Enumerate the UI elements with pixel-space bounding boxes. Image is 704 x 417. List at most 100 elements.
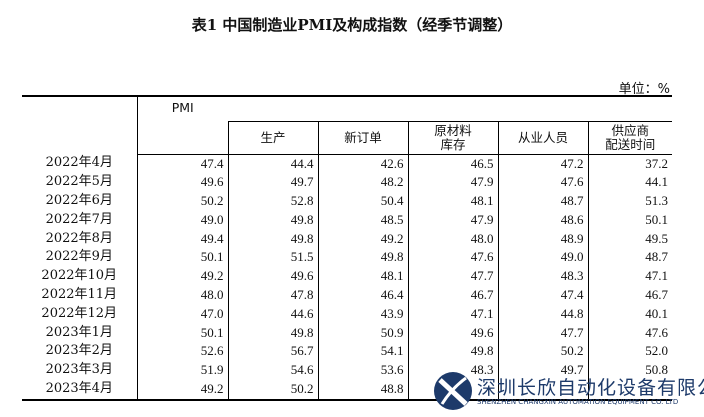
- cell-value: 49.2: [317, 229, 408, 249]
- table-row: 2022年9月 50.1 51.5 49.8 47.6 49.0 48.7: [22, 248, 672, 268]
- cell-value: 49.4: [136, 229, 228, 249]
- cell-value: 47.6: [407, 248, 498, 268]
- cell-value: 46.7: [407, 286, 498, 305]
- cell-value: 47.9: [407, 173, 498, 193]
- pmi-table: PMI 生产 新订单 原材料 库存 从业人员 供应商 配送时间 2022年4月 47.…: [22, 95, 672, 401]
- table-row: 2022年11月 48.0 47.8 46.4 46.7 47.4 46.7: [22, 286, 672, 305]
- cell-value: 47.6: [497, 173, 588, 193]
- row-month: 2022年12月: [41, 305, 118, 321]
- cell-value: 47.7: [407, 267, 498, 287]
- cell-value: 49.2: [136, 267, 228, 287]
- cell-value: 53.6: [317, 361, 408, 381]
- cell-value: 47.8: [227, 286, 318, 305]
- cell-value: 47.2: [497, 154, 588, 174]
- cell-value: 52.6: [136, 342, 228, 362]
- row-month: 2022年6月: [45, 193, 113, 209]
- cell-value: 50.1: [587, 210, 672, 230]
- cell-value: 47.7: [497, 323, 588, 343]
- cell-value: 47.4: [136, 154, 228, 174]
- cell-value: 48.0: [136, 286, 228, 305]
- cell-value: 44.8: [497, 304, 588, 324]
- company-name-en: SHENZHEN CHANGXIN AUTOMATION EQUIPMENT C…: [477, 398, 679, 406]
- cell-value: 40.1: [587, 304, 672, 324]
- cell-value: 50.9: [317, 323, 408, 343]
- cell-value: 49.8: [317, 248, 408, 268]
- cell-value: 50.2: [227, 380, 318, 400]
- row-month: 2022年8月: [45, 230, 113, 246]
- cell-value: 49.7: [227, 173, 318, 193]
- cell-value: 49.6: [407, 323, 498, 343]
- row-month: 2023年1月: [45, 324, 113, 340]
- header-production: 生产: [227, 120, 318, 155]
- cell-value: 49.6: [136, 173, 228, 193]
- cell-value: 46.5: [407, 154, 498, 174]
- cell-value: 51.3: [587, 192, 672, 211]
- cell-value: 56.7: [227, 342, 318, 362]
- table-title: 表1 中国制造业PMI及构成指数（经季节调整）: [191, 16, 513, 34]
- cell-value: 54.6: [227, 361, 318, 381]
- company-watermark: 深圳长欣自动化设备有限公司 SHENZHEN CHANGXIN AUTOMATI…: [432, 370, 704, 412]
- cell-value: 44.1: [587, 173, 672, 193]
- row-month: 2023年2月: [45, 343, 113, 359]
- cell-value: 42.6: [317, 154, 408, 174]
- cell-value: 48.6: [497, 210, 588, 230]
- cell-value: 50.8: [587, 361, 672, 381]
- header-new-orders: 新订单: [317, 120, 408, 155]
- row-month: 2022年10月: [41, 268, 118, 284]
- table-row: 2023年4月 49.2 50.2 48.8: [22, 380, 672, 400]
- header-supplier-delivery: 供应商 配送时间: [587, 120, 672, 155]
- cell-value: 49.8: [227, 229, 318, 249]
- cell-value: 54.1: [317, 342, 408, 362]
- cell-value: [587, 380, 672, 400]
- cell-value: 47.9: [407, 210, 498, 230]
- table-row: 2022年4月 47.4 44.4 42.6 46.5 47.2 37.2: [22, 154, 672, 174]
- cell-value: 48.3: [407, 361, 498, 381]
- unit-label: 单位：%: [618, 82, 670, 97]
- cell-value: 37.2: [587, 154, 672, 174]
- cell-value: 51.9: [136, 361, 228, 381]
- table-row: 2022年7月 49.0 49.8 48.5 47.9 48.6 50.1: [22, 210, 672, 230]
- cell-value: 51.5: [227, 248, 318, 268]
- row-month: 2023年3月: [45, 362, 113, 378]
- cell-value: 49.5: [587, 229, 672, 249]
- row-month: 2022年5月: [45, 174, 113, 190]
- table-row: 2022年10月 49.2 49.6 48.1 47.7 48.3 47.1: [22, 267, 672, 287]
- header-raw-materials: 原材料 库存: [407, 120, 498, 155]
- cell-value: 50.4: [317, 192, 408, 211]
- cell-value: 47.4: [497, 286, 588, 305]
- cell-value: [497, 380, 588, 400]
- cell-value: 48.5: [317, 210, 408, 230]
- cell-value: 48.3: [497, 267, 588, 287]
- cell-value: 50.1: [136, 248, 228, 268]
- cell-value: 48.7: [497, 192, 588, 211]
- row-month: 2022年4月: [45, 155, 113, 171]
- table-row: 2023年2月 52.6 56.7 54.1 49.8 50.2 52.0: [22, 342, 672, 362]
- row-month: 2022年9月: [45, 249, 113, 265]
- cell-value: 52.0: [587, 342, 672, 362]
- header-month: [22, 96, 137, 154]
- cell-value: 44.6: [227, 304, 318, 324]
- cell-value: 48.7: [587, 248, 672, 268]
- row-month: 2022年11月: [41, 287, 118, 303]
- cell-value: 43.9: [317, 304, 408, 324]
- cell-value: 48.8: [317, 380, 408, 400]
- cell-value: 49.8: [227, 210, 318, 230]
- table-row: 2022年6月 50.2 52.8 50.4 48.1 48.7 51.3: [22, 192, 672, 211]
- table-row: 2023年1月 50.1 49.8 50.9 49.6 47.7 47.6: [22, 323, 672, 343]
- cell-value: 49.6: [227, 267, 318, 287]
- cell-value: 47.1: [587, 267, 672, 287]
- cell-value: 48.1: [407, 192, 498, 211]
- cell-value: 48.0: [407, 229, 498, 249]
- cell-value: 50.1: [136, 323, 228, 343]
- cell-value: 47.6: [587, 323, 672, 343]
- cell-value: 47.1: [407, 304, 498, 324]
- table-row: 2022年12月 47.0 44.6 43.9 47.1 44.8 40.1: [22, 304, 672, 324]
- cell-value: 50.2: [136, 192, 228, 211]
- cell-value: 46.7: [587, 286, 672, 305]
- cell-value: 52.8: [227, 192, 318, 211]
- cell-value: 49.2: [136, 380, 228, 400]
- table-row: 2022年5月 49.6 49.7 48.2 47.9 47.6 44.1: [22, 173, 672, 193]
- cell-value: 44.4: [227, 154, 318, 174]
- company-name: 深圳长欣自动化设备有限公司: [477, 377, 704, 399]
- row-month: 2022年7月: [45, 211, 113, 227]
